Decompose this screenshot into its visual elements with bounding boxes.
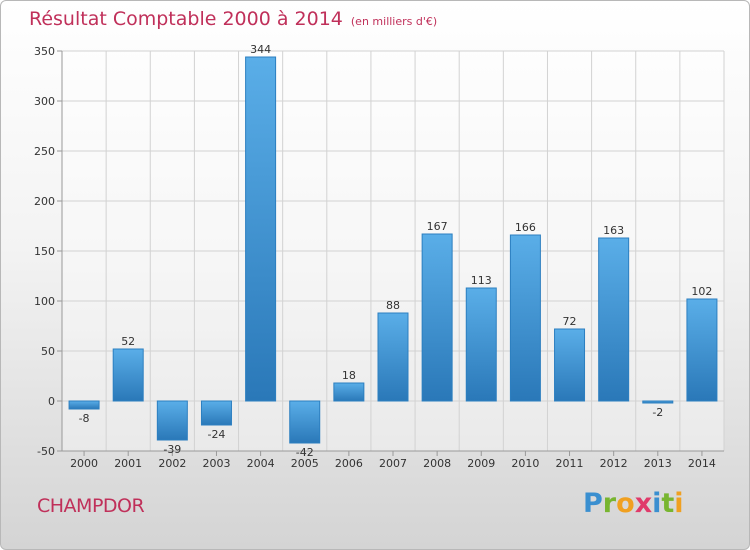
y-tick-label: 150 [34,245,55,258]
y-tick-label: -50 [37,445,55,458]
bar-2011 [554,328,586,402]
bar-2000 [68,400,100,410]
x-tick-label: 2008 [423,457,451,470]
value-label-2010: 166 [515,221,536,234]
x-tick-label: 2003 [202,457,230,470]
title-text: Résultat Comptable 2000 à 2014 [29,8,343,30]
value-label-2003: -24 [207,428,225,441]
x-tick-label: 2007 [379,457,407,470]
value-label-2008: 167 [427,220,448,233]
value-label-2011: 72 [563,315,577,328]
x-tick-label: 2014 [688,457,716,470]
x-tick-label: 2001 [114,457,142,470]
value-label-2001: 52 [121,335,135,348]
x-tick-label: 2006 [335,457,363,470]
brand-letter: x [634,488,653,519]
x-tick-label: 2005 [291,457,319,470]
bar-2008 [421,233,453,402]
brand-letter: r [602,488,617,519]
bar-layer [68,56,718,444]
bar-2014 [686,298,718,402]
brand-letter: o [616,488,635,519]
value-label-2000: -8 [79,412,90,425]
value-label-2007: 88 [386,299,400,312]
brand-letter: i [674,488,684,519]
bar-2004 [245,56,277,402]
bar-2005 [289,400,321,444]
value-label-2009: 113 [471,274,492,287]
y-tick-label: 350 [34,45,55,58]
y-tick-label: 200 [34,195,55,208]
brand-letter: i [652,488,662,519]
y-tick-label: 0 [48,395,55,408]
y-tick-label: 100 [34,295,55,308]
brand-letter: P [583,488,603,519]
bar-2010 [509,234,541,402]
bar-2009 [465,287,497,402]
x-tick-label: 2000 [70,457,98,470]
y-tick-label: 300 [34,95,55,108]
x-tick-label: 2012 [600,457,628,470]
y-tick-label: 250 [34,145,55,158]
value-label-2013: -2 [652,406,663,419]
axis-layer: -50 0 50 100 150 200 250 300 350 2000 2001 2002 2003… [34,45,724,470]
bar-2012 [598,237,630,402]
bar-2003 [200,400,232,426]
value-label-2005: -42 [296,446,314,459]
value-label-2012: 163 [603,224,624,237]
brand-logo: Proxiti [583,488,684,519]
bar-2002 [156,400,188,441]
x-tick-label: 2002 [158,457,186,470]
value-label-2006: 18 [342,369,356,382]
chart-subtitle: (en milliers d'€) [350,15,438,28]
value-label-layer: -8 52 -39 -24 344 -42 18 88 167 113 166 72 163 -2 102 [79,43,713,459]
y-tick-label: 50 [41,345,55,358]
bar-2006 [333,382,365,402]
value-label-2002: -39 [163,443,181,456]
bar-2001 [112,348,144,402]
value-label-2014: 102 [691,285,712,298]
chart-title: Résultat Comptable 2000 à 2014 (en millie… [29,8,437,30]
value-label-2004: 344 [250,43,271,56]
town-name: CHAMPDOR [37,495,145,517]
brand-letter: t [661,488,675,519]
x-tick-label: 2009 [467,457,495,470]
x-tick-label: 2013 [644,457,672,470]
x-tick-label: 2011 [556,457,584,470]
x-tick-label: 2004 [247,457,275,470]
x-tick-label: 2010 [511,457,539,470]
bar-2013 [642,400,674,404]
bar-2007 [377,312,409,402]
